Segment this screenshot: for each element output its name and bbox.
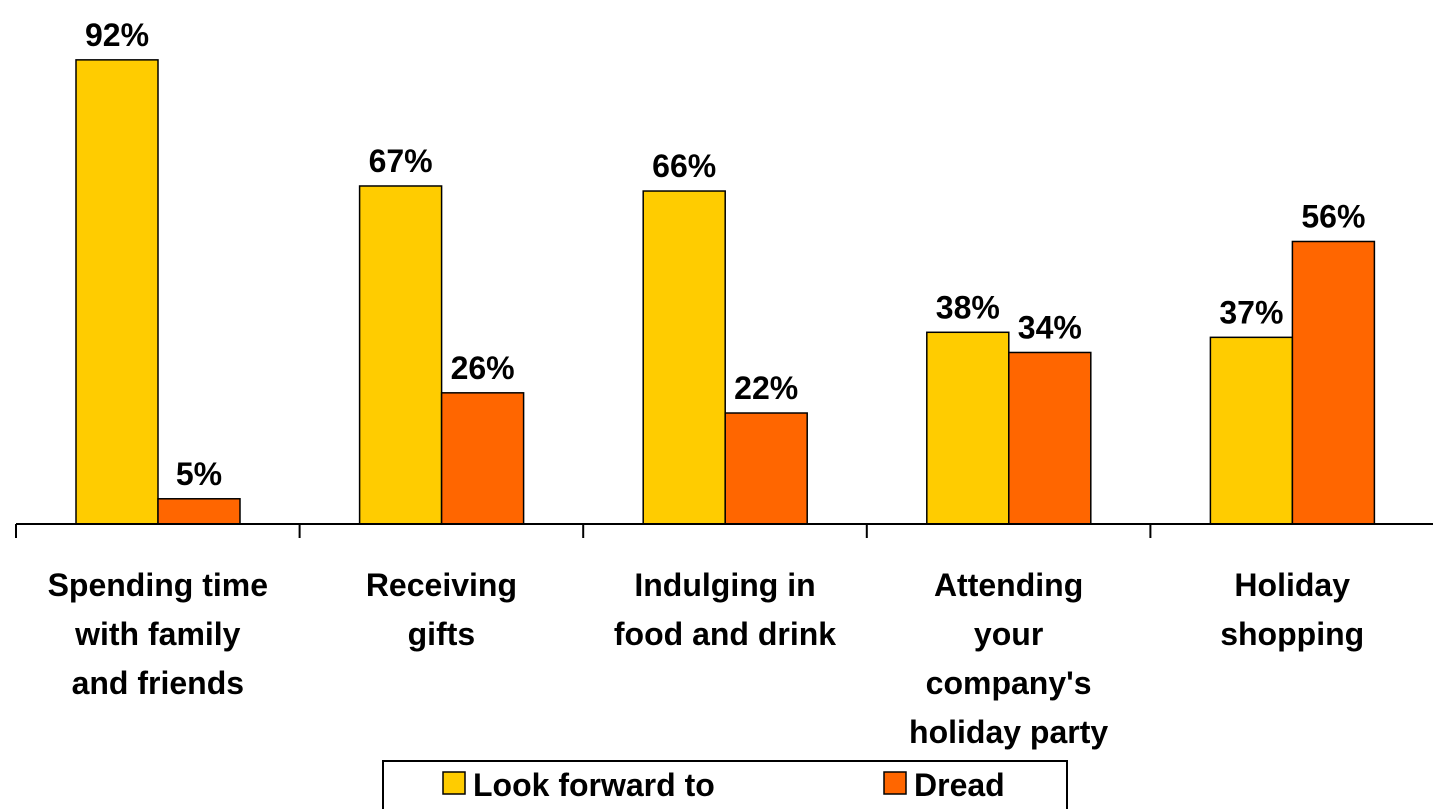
value-label-look-forward-to-1: 67% [369,143,433,179]
category-labels-layer: Spending time with family and friends Recei… [48,567,1365,750]
category-label-0-line-2: and friends [72,665,244,701]
legend-swatch-dread [883,771,907,795]
bar-look-forward-to-1 [358,185,443,525]
category-label-0-line-1: with family [74,616,241,652]
bar-dread-1 [440,392,525,525]
value-label-dread-2: 22% [734,370,798,406]
bar-look-forward-to-2 [642,190,726,525]
bar-look-forward-to-0 [75,59,159,525]
bar-dread-4 [1291,240,1376,525]
value-label-look-forward-to-2: 66% [652,148,716,184]
category-label-1-line-0: Receiving [366,567,517,603]
category-label-4-line-0: Holiday [1234,567,1350,603]
category-label-3-line-3: holiday party [909,714,1108,750]
legend: Look forward to Dread [382,760,1068,809]
bar-dread-0 [157,498,241,525]
bars-layer [75,59,1376,525]
category-label-0-line-0: Spending time [48,567,268,603]
value-labels-layer: 92% 5% 67% 26% 66% 22% 38% 34% 37% 56% [85,17,1365,492]
value-label-dread-1: 26% [451,350,515,386]
legend-label-look-forward-to: Look forward to [473,767,715,803]
legend-frame [382,760,1068,809]
category-label-4-line-1: shopping [1220,616,1364,652]
bar-dread-2 [724,412,808,525]
value-label-look-forward-to-4: 37% [1219,294,1283,330]
category-label-3-line-0: Attending [934,567,1083,603]
value-label-dread-0: 5% [176,456,222,492]
value-label-look-forward-to-3: 38% [936,289,1000,325]
value-label-dread-3: 34% [1018,309,1082,345]
bar-look-forward-to-4 [1209,336,1294,525]
category-label-3-line-1: your [974,616,1043,652]
x-axis [15,523,1433,538]
value-label-dread-4: 56% [1301,198,1365,234]
category-label-3-line-2: company's [926,665,1092,701]
bar-look-forward-to-3 [926,331,1010,525]
category-label-2-line-0: Indulging in [634,567,815,603]
category-label-1-line-1: gifts [408,616,476,652]
legend-label-dread: Dread [914,767,1005,803]
legend-swatch-look-forward-to [442,771,466,795]
category-label-2-line-1: food and drink [614,616,836,652]
bar-dread-3 [1008,351,1092,525]
value-label-look-forward-to-0: 92% [85,17,149,53]
